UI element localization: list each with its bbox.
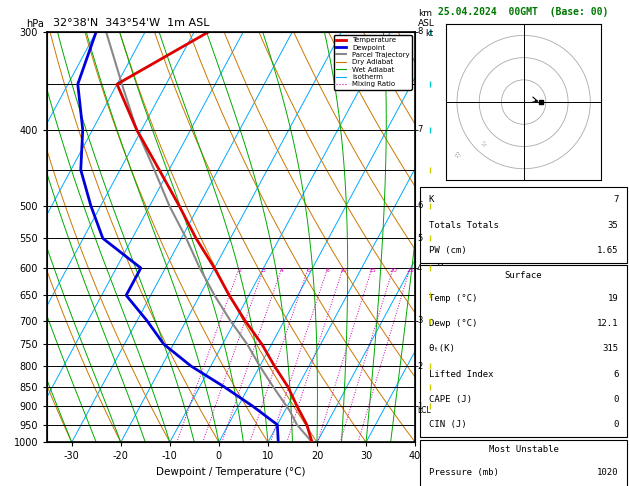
Text: 19: 19 [608,294,618,303]
Text: ♧: ♧ [481,141,487,147]
Text: Temp (°C): Temp (°C) [429,294,477,303]
Text: 7: 7 [613,195,618,204]
Text: 25.04.2024  00GMT  (Base: 00): 25.04.2024 00GMT (Base: 00) [438,7,609,17]
Text: 5: 5 [417,234,422,243]
Text: θₜ(K): θₜ(K) [429,344,455,353]
Text: 1020: 1020 [597,468,618,477]
Text: 7: 7 [417,125,422,134]
Text: 32°38'N  343°54'W  1m ASL: 32°38'N 343°54'W 1m ASL [53,17,210,28]
Text: CIN (J): CIN (J) [429,420,467,429]
Bar [420,440,627,486]
Text: Most Unstable: Most Unstable [489,445,559,454]
Text: LCL: LCL [417,406,431,416]
Text: Mixing Ratio (g/kg): Mixing Ratio (g/kg) [437,197,446,277]
Text: 25: 25 [406,268,414,273]
Text: 2: 2 [237,268,241,273]
Text: 15: 15 [368,268,376,273]
Text: 315: 315 [603,344,618,353]
Text: ♧: ♧ [454,151,460,159]
Text: CAPE (J): CAPE (J) [429,395,472,404]
Text: 4: 4 [280,268,284,273]
Text: Pressure (mb): Pressure (mb) [429,468,499,477]
Text: 3: 3 [417,316,422,325]
Bar [420,187,627,263]
Legend: Temperature, Dewpoint, Parcel Trajectory, Dry Adiabat, Wet Adiabat, Isotherm, Mi: Temperature, Dewpoint, Parcel Trajectory… [334,35,411,89]
Text: Dewp (°C): Dewp (°C) [429,319,477,328]
Text: 10: 10 [339,268,347,273]
Text: Totals Totals: Totals Totals [429,221,499,229]
X-axis label: Dewpoint / Temperature (°C): Dewpoint / Temperature (°C) [157,467,306,477]
Bar [420,265,627,437]
Text: hPa: hPa [26,19,44,29]
Text: 4: 4 [417,263,422,273]
Text: PW (cm): PW (cm) [429,246,467,255]
Text: 20: 20 [389,268,397,273]
Text: 6: 6 [613,369,618,379]
Text: 3: 3 [262,268,266,273]
Text: km
ASL: km ASL [418,9,435,28]
Text: 2: 2 [417,362,422,371]
Text: 1: 1 [417,402,422,411]
Text: 0: 0 [613,420,618,429]
Text: 8: 8 [326,268,330,273]
Text: K: K [429,195,434,204]
Text: 0: 0 [613,395,618,404]
Text: 8: 8 [417,27,422,36]
Text: 35: 35 [608,221,618,229]
Text: 6: 6 [417,201,422,210]
Text: Surface: Surface [505,271,542,280]
Text: 12.1: 12.1 [597,319,618,328]
Text: Lifted Index: Lifted Index [429,369,493,379]
Text: kt: kt [426,29,434,38]
Text: 1.65: 1.65 [597,246,618,255]
Text: 6: 6 [306,268,310,273]
